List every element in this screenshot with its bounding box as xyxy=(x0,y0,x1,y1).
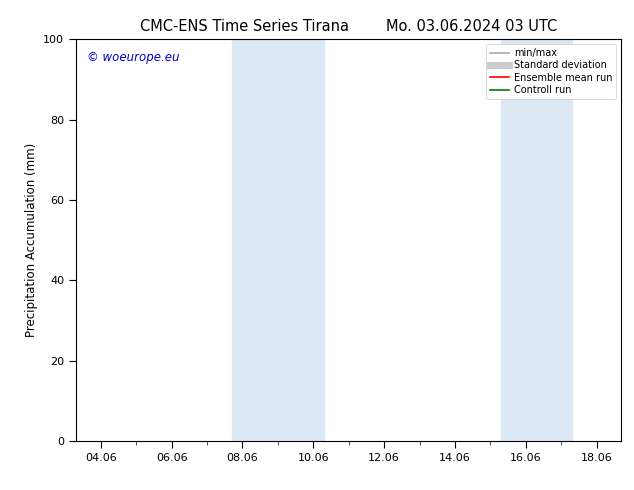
Text: © woeurope.eu: © woeurope.eu xyxy=(87,51,179,64)
Bar xyxy=(232,39,324,441)
Title: CMC-ENS Time Series Tirana        Mo. 03.06.2024 03 UTC: CMC-ENS Time Series Tirana Mo. 03.06.202… xyxy=(140,19,557,34)
Y-axis label: Precipitation Accumulation (mm): Precipitation Accumulation (mm) xyxy=(25,143,37,337)
Bar xyxy=(501,39,572,441)
Legend: min/max, Standard deviation, Ensemble mean run, Controll run: min/max, Standard deviation, Ensemble me… xyxy=(486,44,616,99)
